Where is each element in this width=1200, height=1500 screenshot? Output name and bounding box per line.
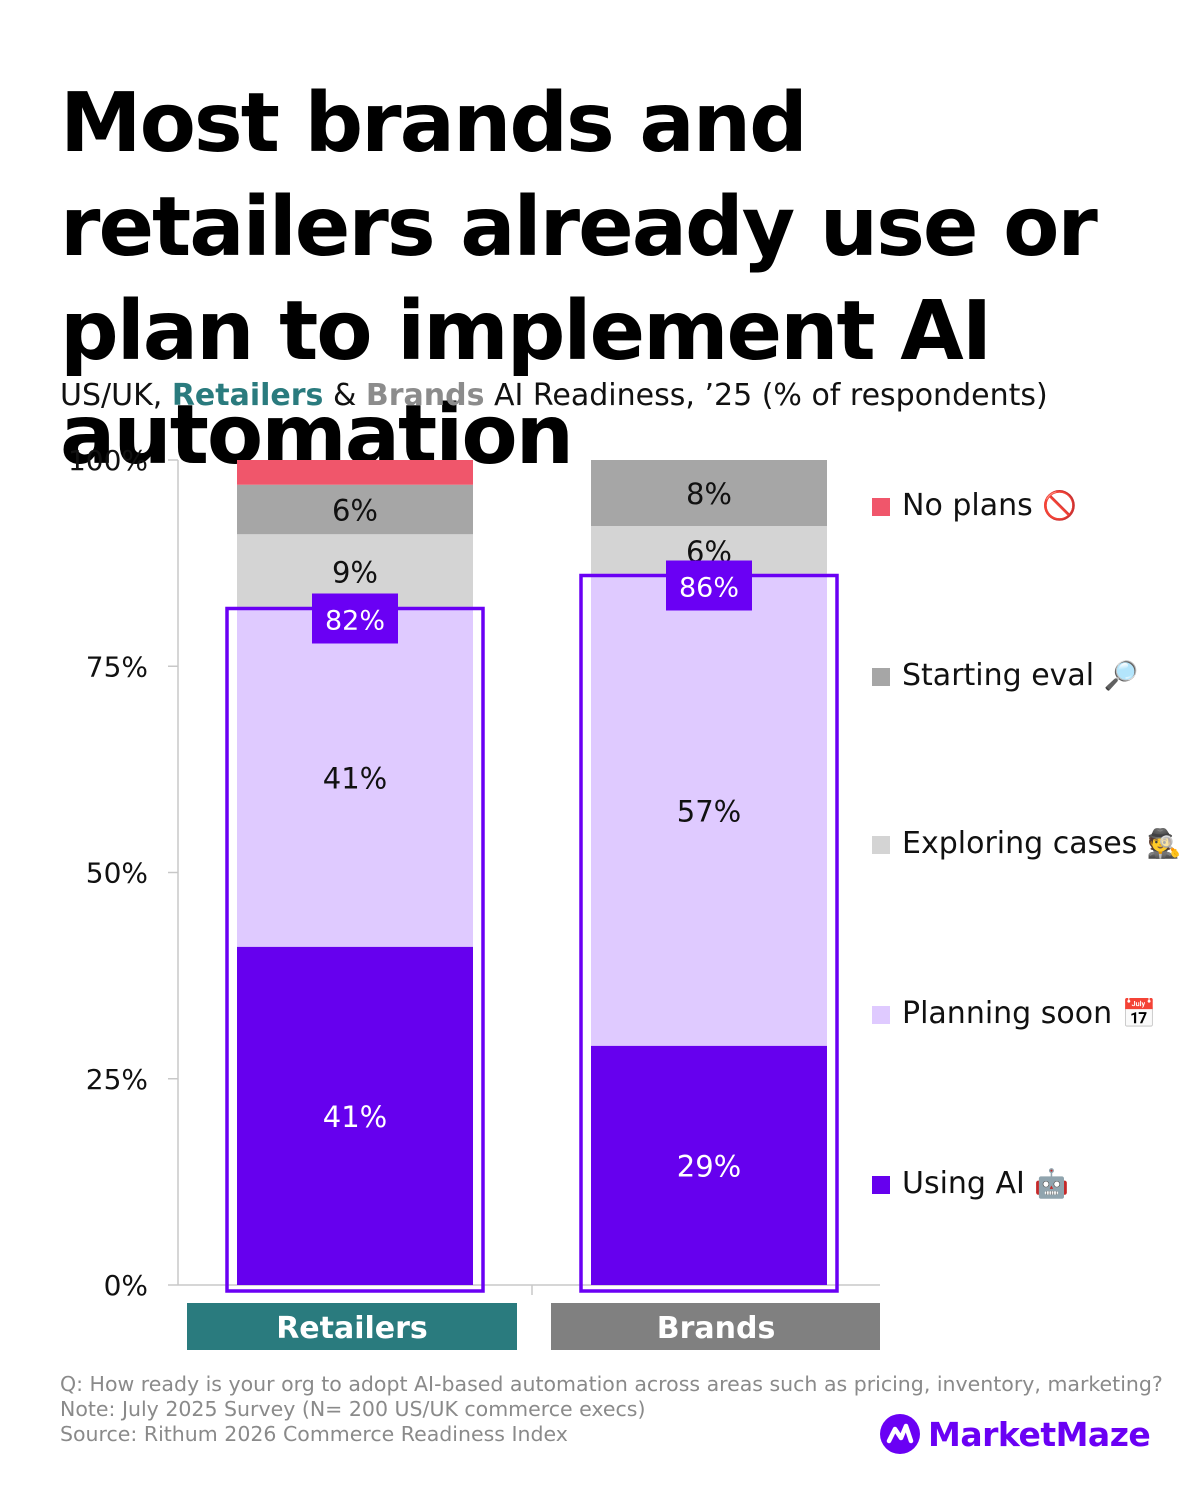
data-label: 41% <box>323 762 387 796</box>
data-label: 29% <box>677 1149 741 1183</box>
bar-segment-no-plans-retailers <box>237 460 473 485</box>
highlight-badge-label: 82% <box>325 606 385 637</box>
footnotes: Q: How ready is your org to adopt AI-bas… <box>60 1372 1163 1447</box>
legend-item-no-plans: No plans 🚫 <box>872 488 1192 524</box>
bar-segment-starting-eval-retailers <box>237 484 473 535</box>
bar-segment-using-ai-brands <box>591 1045 827 1285</box>
category-label: Retailers <box>276 1311 428 1346</box>
legend-swatch <box>872 668 890 686</box>
data-label: 41% <box>323 1100 387 1134</box>
bar-segment-starting-eval-brands <box>591 460 827 526</box>
legend-label: Using AI 🤖 <box>902 1166 1070 1201</box>
y-tick-label: 100% <box>68 444 148 477</box>
y-tick-label: 75% <box>86 650 148 683</box>
highlight-badge <box>312 593 398 644</box>
data-label: 6% <box>332 494 378 528</box>
data-label: 57% <box>677 795 741 829</box>
bar-segment-planning-soon-retailers <box>237 608 473 947</box>
legend-swatch <box>872 836 890 854</box>
legend-label: Starting eval 🔎 <box>902 658 1139 693</box>
bar-segment-planning-soon-brands <box>591 575 827 1046</box>
legend-item-starting-eval: Starting eval 🔎 <box>872 658 1192 694</box>
stacked-bar-chart: 0%25%50%75%100%41%41%9%6%29%57%6%8%82%86… <box>68 444 880 1350</box>
subtitle-brands: Brands <box>365 378 485 413</box>
legend-label: Exploring cases 🕵️ <box>902 826 1182 861</box>
category-box-retailers <box>187 1303 517 1350</box>
footnote-source: Source: Rithum 2026 Commerce Readiness I… <box>60 1422 568 1446</box>
subtitle-prefix: US/UK, <box>60 378 172 413</box>
data-label: 8% <box>686 477 732 511</box>
category-label: Brands <box>657 1311 776 1346</box>
y-tick-label: 50% <box>86 857 148 890</box>
legend-label: No plans 🚫 <box>902 488 1078 523</box>
legend-swatch <box>872 498 890 516</box>
category-box-brands <box>551 1303 880 1350</box>
y-tick-label: 0% <box>104 1269 148 1302</box>
legend-swatch <box>872 1006 890 1024</box>
legend-item-using-ai: Using AI 🤖 <box>872 1166 1192 1202</box>
detective-icon: 🕵️ <box>1146 827 1182 860</box>
marketmaze-logo-icon <box>880 1414 920 1454</box>
legend-item-planning-soon: Planning soon 📅 <box>872 996 1192 1032</box>
chart-title: Most brands and retailers already use or… <box>60 76 1098 483</box>
bar-segment-using-ai-retailers <box>237 946 473 1285</box>
subtitle-amp: & <box>323 378 366 413</box>
highlight-badge <box>666 560 752 611</box>
footnote-note: Note: July 2025 Survey (N= 200 US/UK com… <box>60 1397 646 1421</box>
chart-subtitle: US/UK, Retailers & Brands AI Readiness, … <box>60 378 1048 413</box>
footnote-question: Q: How ready is your org to adopt AI-bas… <box>60 1372 1163 1396</box>
data-label: 9% <box>332 555 378 589</box>
prohibited-icon: 🚫 <box>1042 489 1078 522</box>
legend-item-exploring-cases: Exploring cases 🕵️ <box>872 826 1192 862</box>
y-tick-label: 25% <box>86 1063 148 1096</box>
subtitle-suffix: AI Readiness, ’25 (% of respondents) <box>484 378 1048 413</box>
legend-swatch <box>872 1176 890 1194</box>
highlight-badge-label: 86% <box>679 573 739 604</box>
subtitle-retailers: Retailers <box>171 378 324 413</box>
brand-name: MarketMaze <box>928 1414 1151 1454</box>
calendar-icon: 📅 <box>1121 997 1157 1030</box>
brand-logo-lockup: MarketMaze <box>880 1414 1151 1454</box>
legend-label: Planning soon 📅 <box>902 996 1157 1031</box>
magnifier-icon: 🔎 <box>1103 659 1139 692</box>
robot-icon: 🤖 <box>1034 1167 1070 1200</box>
